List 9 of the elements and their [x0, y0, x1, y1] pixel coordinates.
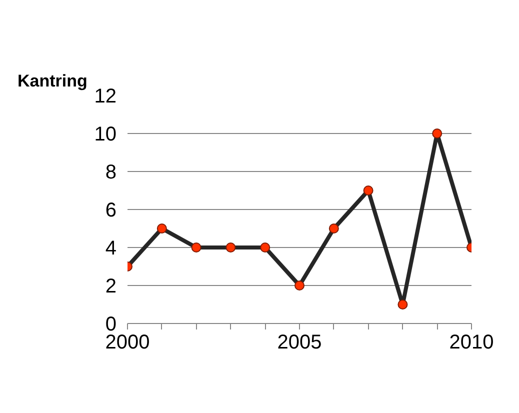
y-tick-label: 12 — [94, 86, 117, 108]
x-tick-label: 2005 — [277, 332, 322, 354]
y-tick-label: 4 — [105, 238, 116, 260]
y-tick-label: 6 — [105, 200, 116, 222]
y-tick-label: 10 — [94, 124, 117, 146]
x-tick-label: 2010 — [449, 332, 494, 354]
y-tick-label: 2 — [105, 276, 116, 298]
chart-title: Kantring — [18, 72, 88, 90]
y-tick-label: 8 — [105, 162, 116, 184]
